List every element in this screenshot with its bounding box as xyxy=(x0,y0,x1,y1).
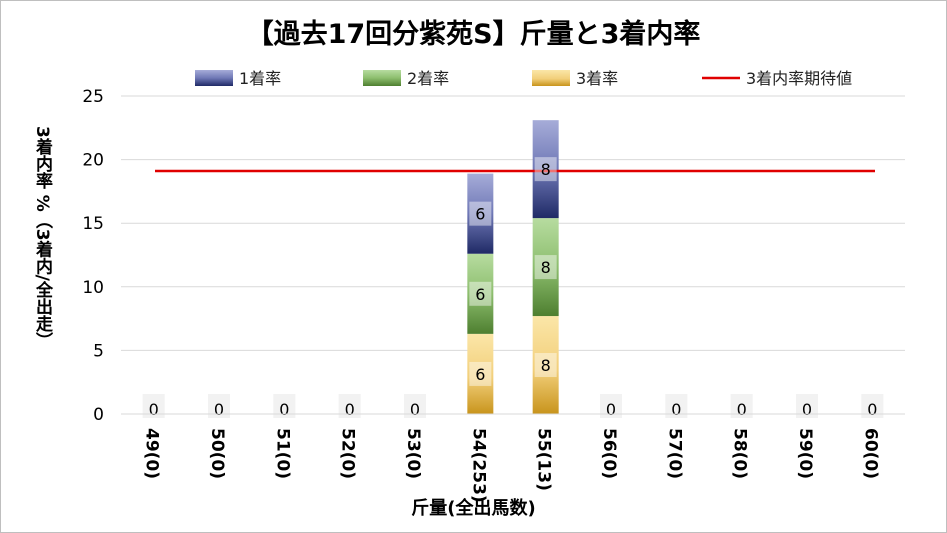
data-label: 0 xyxy=(149,400,159,419)
data-label-bg xyxy=(861,394,884,418)
x-tick-label: 49(0) xyxy=(142,428,162,479)
x-tick-label: 58(0) xyxy=(730,428,750,479)
data-label-bg xyxy=(665,394,688,418)
data-label-bg xyxy=(142,394,165,418)
data-label: 0 xyxy=(279,400,289,419)
bar-segment-2nd-rate xyxy=(467,253,494,334)
data-label: 0 xyxy=(737,400,747,419)
bar-segment-3rd-rate xyxy=(467,333,494,414)
data-label-bg xyxy=(534,157,557,182)
data-label: 0 xyxy=(214,400,224,419)
data-label: 0 xyxy=(606,400,616,419)
x-tick-label: 55(13) xyxy=(534,428,554,491)
data-label: 8 xyxy=(541,160,551,179)
data-label-bg xyxy=(600,394,622,418)
data-label: 0 xyxy=(867,400,877,419)
y-tick-label: 20 xyxy=(82,151,104,171)
data-label-bg xyxy=(338,394,361,418)
legend-swatch xyxy=(532,70,570,86)
data-label: 8 xyxy=(541,258,551,277)
data-label: 6 xyxy=(475,365,485,384)
x-tick-label: 51(0) xyxy=(272,428,292,479)
legend-swatch xyxy=(363,70,401,86)
data-label-bg xyxy=(730,394,753,418)
chart-title: 【過去17回分紫苑S】斤量と3着内率 xyxy=(246,19,701,50)
y-tick-label: 15 xyxy=(82,214,104,234)
x-tick-label: 56(0) xyxy=(599,428,619,479)
legend-swatch xyxy=(195,70,233,86)
data-label-bg xyxy=(534,353,557,378)
data-label: 8 xyxy=(541,356,551,375)
x-tick-label: 59(0) xyxy=(795,428,815,479)
y-tick-label: 0 xyxy=(93,405,104,425)
legend-label: 3着率 xyxy=(576,69,618,88)
data-label-bg xyxy=(404,394,426,418)
data-label-bg xyxy=(208,394,230,418)
data-label: 0 xyxy=(802,400,812,419)
bar-segment-2nd-rate xyxy=(532,218,559,317)
x-tick-label: 53(0) xyxy=(403,428,423,479)
data-label-bg xyxy=(469,201,492,226)
x-tick-label: 50(0) xyxy=(207,428,227,479)
x-tick-label: 60(0) xyxy=(860,428,880,479)
legend-label: 1着率 xyxy=(239,69,281,88)
y-tick-label: 25 xyxy=(82,87,104,107)
bar-segment-1st-rate xyxy=(467,173,494,254)
y-tick-label: 10 xyxy=(82,278,104,298)
bar-segment-3rd-rate xyxy=(532,316,559,414)
x-tick-label: 54(253) xyxy=(468,428,488,503)
data-label-bg xyxy=(469,361,492,386)
data-label: 6 xyxy=(475,205,485,224)
data-label: 0 xyxy=(410,400,420,419)
data-label: 0 xyxy=(345,400,355,419)
data-label: 0 xyxy=(671,400,681,419)
x-tick-label: 57(0) xyxy=(664,428,684,479)
y-axis-label: 3着内率 %（3着内/全出走） xyxy=(32,126,52,349)
data-label-bg xyxy=(273,394,296,418)
data-label-bg xyxy=(534,255,557,280)
x-tick-label: 52(0) xyxy=(338,428,358,479)
legend-label: 2着率 xyxy=(407,69,449,88)
y-tick-label: 5 xyxy=(93,341,104,361)
data-label-bg xyxy=(796,394,818,418)
legend-label: 3着内率期待値 xyxy=(746,69,852,88)
bar-segment-1st-rate xyxy=(532,120,559,219)
data-label-bg xyxy=(469,281,492,306)
x-axis-label: 斤量(全出馬数) xyxy=(411,498,536,519)
data-label: 6 xyxy=(475,285,485,304)
